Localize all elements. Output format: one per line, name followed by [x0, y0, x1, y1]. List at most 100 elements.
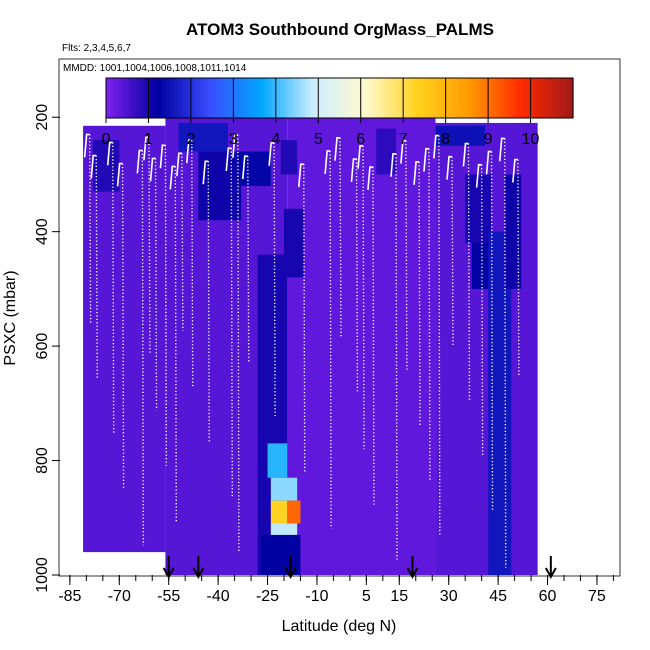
y-tick-label: 200 — [34, 104, 51, 131]
colorbar-segment — [551, 78, 557, 118]
y-axis: 200 400 600 800 1000 — [34, 104, 60, 593]
colorbar-segment — [488, 78, 493, 118]
colorbar-segment — [322, 78, 328, 118]
colorbar-segment — [466, 78, 472, 118]
colorbar-segment — [445, 78, 451, 118]
profile-top — [413, 161, 420, 185]
colorbar-tick-label: 9 — [484, 131, 493, 148]
heat-cell — [284, 208, 304, 278]
x-tick-label: -55 — [157, 588, 180, 605]
colorbar-tick-label: 5 — [314, 131, 323, 148]
profile-line — [480, 164, 484, 457]
colorbar-segment — [301, 78, 307, 118]
x-axis: -85 -70 -55 -40 -25 -10 5 15 30 45 60 75 — [58, 575, 614, 605]
heat-cell — [465, 174, 492, 244]
colorbar-segment — [364, 78, 370, 118]
profile-top — [176, 152, 182, 177]
heat-cell — [504, 174, 522, 289]
x-axis-label: Latitude (deg N) — [282, 618, 397, 635]
colorbar-segment — [526, 78, 532, 118]
heat-cell — [270, 500, 288, 524]
profile-top — [232, 134, 238, 158]
colorbar-segment — [212, 78, 217, 118]
profile-line — [181, 153, 184, 331]
colorbar-segment — [250, 78, 256, 118]
profile-top — [202, 160, 209, 185]
colorbar-segment — [335, 78, 341, 118]
colorbar-tick-label: 10 — [522, 131, 540, 148]
colorbar-segment — [122, 78, 128, 118]
colorbar-segment — [564, 78, 570, 118]
profile-top — [225, 147, 232, 172]
profile-top — [149, 157, 156, 182]
profile-line — [303, 164, 306, 474]
colorbar-segment — [360, 78, 366, 118]
colorbar-segment — [496, 78, 502, 118]
flights-label: Flts: 2,3,4,5,6,7 — [62, 43, 131, 54]
heat-cell — [287, 114, 436, 575]
colorbar-tick-label: 0 — [102, 131, 111, 148]
y-axis-label: PSXC (mbar) — [2, 270, 19, 365]
colorbar-segment — [148, 78, 154, 118]
colorbar-segment — [475, 78, 481, 118]
profile-line — [247, 156, 250, 363]
profile-line — [154, 158, 158, 411]
colorbar-segment — [343, 78, 349, 118]
colorbar-tick-label: 4 — [271, 131, 280, 148]
heat-cell — [287, 500, 301, 524]
profile-line — [451, 156, 454, 346]
colorbar-segment — [114, 78, 120, 118]
profile-line — [490, 151, 494, 513]
profile-line — [405, 140, 408, 370]
dates-label: MMDD: 1001,1004,1006,1008,1011,1014 — [63, 63, 247, 74]
colorbar-segment — [292, 78, 298, 118]
arrow-head — [406, 567, 419, 580]
arrow-head — [284, 567, 297, 580]
plot-frame — [58, 58, 621, 577]
colorbar-segment — [139, 78, 145, 118]
heat-cell — [260, 534, 301, 575]
colorbar-segment — [479, 78, 485, 118]
x-tick-label: 30 — [440, 588, 458, 605]
colorbar-tick-label: 7 — [399, 131, 408, 148]
colorbar-segment — [407, 78, 413, 118]
colorbar-segment — [471, 78, 476, 118]
profile-line — [273, 142, 276, 418]
heatmap-layer — [83, 114, 538, 576]
profile-line — [339, 137, 342, 339]
profile-line — [504, 138, 507, 568]
colorbar-segment — [509, 78, 515, 118]
colorbar-segment — [305, 78, 311, 118]
colorbar-ticks: 0 1 2 3 4 5 6 7 8 9 10 — [102, 78, 540, 148]
colorbar-segment — [135, 78, 141, 118]
x-tick-label: 45 — [489, 588, 507, 605]
profile-line — [517, 159, 520, 378]
colorbar-segment — [203, 78, 209, 118]
profile-line — [191, 140, 194, 387]
colorbar-segment — [220, 78, 226, 118]
colorbar-segment — [267, 78, 273, 118]
colorbar-segment — [110, 78, 116, 118]
profile-top — [462, 142, 469, 167]
colorbar-segment — [314, 78, 319, 118]
colorbar-segment — [318, 78, 324, 118]
colorbar-segment — [560, 78, 566, 118]
x-tick-label: -70 — [108, 588, 131, 605]
colorbar-segment — [178, 78, 184, 118]
colorbar-segment — [237, 78, 243, 118]
colorbar-segment — [462, 78, 468, 118]
colorbar-segment — [275, 78, 281, 118]
colorbar-segment — [432, 78, 438, 118]
colorbar-segment — [271, 78, 277, 118]
heat-cell — [280, 140, 298, 175]
profile-top — [324, 150, 331, 174]
colorbar-segment — [169, 78, 175, 118]
profile-line — [141, 150, 145, 546]
y-tick-label: 400 — [34, 218, 51, 245]
colorbar-segment — [263, 78, 268, 118]
colorbar-segment — [534, 78, 540, 118]
colorbar-segment — [398, 78, 404, 118]
profile-top — [185, 139, 192, 164]
arrow-markers — [162, 556, 557, 580]
colorbar-segment — [229, 78, 234, 118]
